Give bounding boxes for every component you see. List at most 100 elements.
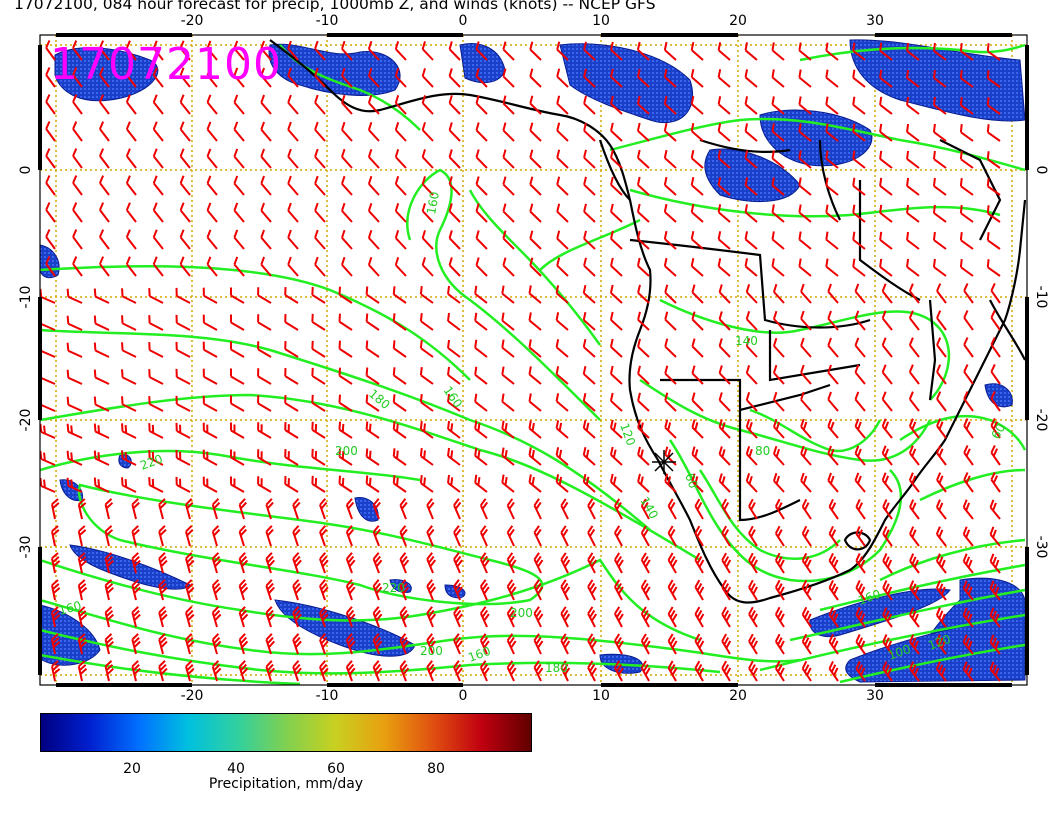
wind-barb	[99, 94, 110, 115]
wind-barb	[717, 150, 731, 169]
wind-barb	[800, 364, 812, 385]
wind-barb	[45, 256, 56, 277]
wind-barb	[265, 579, 276, 601]
wind-barb	[265, 660, 276, 682]
wind-barb	[345, 633, 356, 655]
wind-barb	[906, 42, 920, 61]
wind-barb	[72, 175, 83, 196]
lon-label-bottom: 30	[866, 688, 884, 704]
wind-barb	[852, 69, 866, 88]
precip-area	[809, 588, 951, 637]
wind-barb	[399, 498, 408, 520]
wind-barb	[158, 579, 168, 601]
wind-barb	[721, 606, 732, 628]
wind-barb	[718, 446, 731, 466]
wind-barb	[311, 313, 326, 331]
wind-barb	[614, 660, 624, 682]
wind-barb	[506, 552, 517, 574]
wind-barb	[206, 256, 218, 277]
wind-barb	[338, 340, 353, 358]
wind-barb	[963, 364, 974, 385]
wind-barb	[474, 447, 488, 466]
wind-barb	[175, 341, 191, 358]
wind-barb	[533, 606, 544, 628]
wind-barb	[610, 41, 623, 61]
wind-barb	[959, 259, 974, 277]
wind-barb	[828, 552, 839, 574]
wind-barb	[663, 257, 677, 277]
wind-barb	[66, 450, 83, 466]
wind-barb	[555, 393, 569, 412]
wind-barb	[479, 660, 490, 682]
wind-barb	[667, 606, 678, 628]
wind-barb	[774, 606, 785, 628]
wind-barb	[852, 177, 866, 196]
wind-barb	[419, 475, 434, 493]
wind-barb	[447, 312, 461, 331]
precip-area	[759, 109, 873, 167]
wind-barb	[338, 394, 353, 412]
wind-barb	[528, 474, 542, 493]
wind-barb	[292, 552, 302, 574]
wind-barb	[963, 283, 974, 304]
wind-barb	[233, 40, 245, 61]
lon-label-bottom: 20	[729, 688, 747, 704]
wind-barb	[257, 476, 272, 493]
wind-barb	[663, 203, 677, 223]
wind-barb	[99, 175, 110, 196]
wind-barb	[284, 287, 299, 304]
wind-barb	[367, 256, 380, 277]
wind-barb	[206, 175, 218, 196]
wind-barb	[908, 283, 920, 304]
wind-barb	[798, 69, 812, 88]
wind-barb	[260, 121, 272, 142]
wind-barb	[392, 367, 407, 385]
contour-line	[789, 588, 1026, 642]
wind-barb	[475, 230, 488, 250]
wind-barb	[529, 257, 542, 277]
country-border	[939, 139, 1002, 241]
wind-barb	[421, 122, 434, 142]
wind-barb	[825, 69, 839, 88]
wind-barb	[131, 552, 141, 574]
lon-label-top: -10	[315, 13, 339, 29]
wind-barb	[800, 391, 812, 412]
wind-barb	[338, 367, 353, 385]
wind-barb	[855, 661, 866, 682]
wind-barb	[202, 314, 218, 331]
wind-barb	[962, 553, 974, 574]
lat-label-left: -20	[18, 408, 34, 432]
wind-barb	[125, 175, 137, 196]
wind-barb	[399, 552, 410, 574]
wind-barb	[881, 364, 893, 385]
wind-barb	[609, 419, 623, 439]
wind-barb	[555, 312, 569, 331]
wind-barb	[284, 449, 299, 466]
wind-barb	[233, 148, 245, 169]
wind-barb	[609, 311, 623, 331]
wind-barb	[206, 67, 218, 88]
wind-barb	[800, 472, 812, 493]
wind-barb	[453, 525, 462, 547]
wind-barb	[260, 94, 272, 115]
wind-barb	[158, 525, 167, 547]
wind-barb	[314, 256, 326, 277]
wind-barb	[582, 284, 596, 304]
wind-barb	[748, 498, 758, 520]
wind-barb	[748, 552, 758, 574]
wind-barb	[854, 418, 866, 439]
wind-barb	[238, 498, 248, 520]
wind-barb	[640, 498, 650, 520]
wind-barb	[257, 287, 272, 304]
wind-barb	[99, 121, 110, 142]
wind-barb	[852, 204, 866, 223]
wind-barb	[583, 68, 596, 88]
contour-line	[40, 393, 701, 562]
wind-barb	[587, 606, 597, 628]
wind-barb	[800, 418, 812, 439]
wind-barb	[257, 314, 272, 331]
contour-line	[899, 414, 1027, 451]
wind-barb	[399, 525, 408, 547]
wind-barb	[206, 40, 218, 61]
wind-barb	[475, 176, 488, 196]
